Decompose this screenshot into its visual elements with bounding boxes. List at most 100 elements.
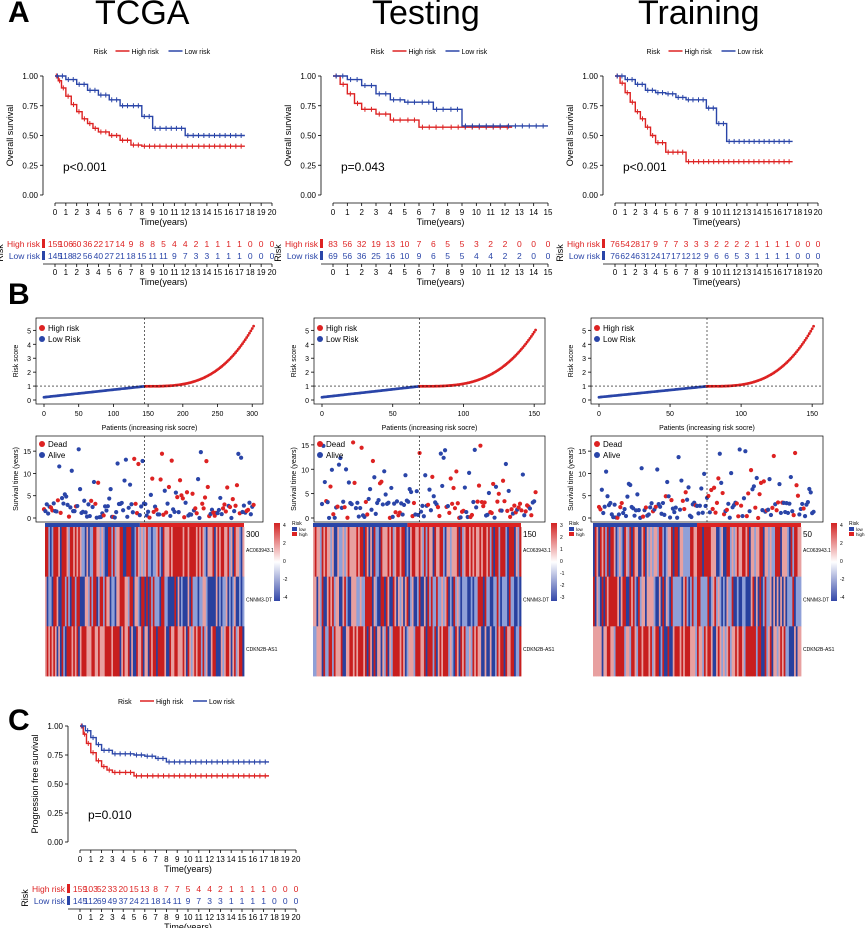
heat-cell-2 bbox=[710, 576, 713, 627]
time-point-1 bbox=[343, 467, 349, 472]
heat-cell-2 bbox=[620, 527, 623, 578]
km-1-table-high-count: 13 bbox=[386, 239, 396, 249]
heat-cell-1 bbox=[333, 626, 336, 677]
heat-cell-0 bbox=[230, 527, 233, 578]
time-point-0 bbox=[51, 501, 56, 506]
heat-cell-2 bbox=[599, 576, 603, 627]
heat-cell-2 bbox=[657, 576, 660, 627]
time-point-1 bbox=[445, 503, 450, 509]
heat-cell-2 bbox=[776, 527, 779, 578]
pfs-table-x-tick-label: 5 bbox=[132, 913, 137, 922]
heat-cell-2 bbox=[785, 576, 788, 627]
heat-cell-0 bbox=[109, 527, 112, 578]
heat-cell-2 bbox=[761, 576, 764, 627]
heat-cell-1 bbox=[514, 626, 517, 677]
heat-cell-2 bbox=[671, 626, 674, 677]
heat-cell-2 bbox=[674, 576, 677, 627]
pfs-table-x-tick-label: 0 bbox=[78, 913, 83, 922]
time-point-1 bbox=[332, 515, 337, 520]
heat-risk-bar-high-2 bbox=[697, 523, 801, 527]
heat-cell-1 bbox=[507, 527, 510, 578]
km-2-x-tick-label: 7 bbox=[684, 208, 689, 217]
time-point-2 bbox=[714, 500, 720, 505]
heat-cell-2 bbox=[764, 576, 767, 627]
km-2-table-high-count: 7 bbox=[674, 239, 679, 249]
heat-cell-0 bbox=[166, 576, 169, 627]
heat-cell-0 bbox=[58, 626, 61, 677]
km-0-table-x-tick-label: 13 bbox=[192, 268, 201, 277]
heat-cell-0 bbox=[103, 626, 106, 677]
heat-cell-2 bbox=[745, 576, 748, 627]
km-1-table-low-count: 4 bbox=[488, 251, 493, 261]
heat-cell-2 bbox=[755, 527, 759, 578]
pfs-y-axis-label: Progression free survival bbox=[30, 734, 40, 833]
time-point-1 bbox=[341, 499, 346, 504]
time-point-2 bbox=[673, 505, 678, 510]
heat-cell-2 bbox=[780, 626, 783, 677]
score-x-label-0: Patients (increasing risk socre) bbox=[102, 425, 198, 432]
heat-cell-1 bbox=[467, 626, 470, 677]
km-0-table-low-count: 3 bbox=[205, 251, 210, 261]
time-point-0 bbox=[193, 506, 198, 511]
heat-cell-0 bbox=[112, 527, 116, 578]
heat-cell-2 bbox=[619, 576, 622, 627]
km-0-x-tick-label: 13 bbox=[192, 208, 201, 217]
heat-cell-2 bbox=[738, 527, 741, 578]
heat-cell-0 bbox=[104, 527, 107, 578]
km-0-table-low-count: 0 bbox=[259, 251, 264, 261]
heat-cell-1 bbox=[495, 527, 498, 578]
heat-legend-title-2: Risk bbox=[849, 521, 859, 527]
km-0-table-low-count: 3 bbox=[194, 251, 199, 261]
km-2-x-tick-label: 9 bbox=[704, 208, 709, 217]
score-point-2 bbox=[799, 344, 803, 348]
km-1-pvalue: p=0.043 bbox=[341, 160, 385, 174]
heat-cell-2 bbox=[655, 626, 658, 677]
heat-gene-label-1: AC063943.1 bbox=[523, 548, 551, 554]
time-y-label-0: Survival time (years) bbox=[13, 447, 20, 511]
heat-cell-1 bbox=[444, 626, 447, 677]
heat-cell-1 bbox=[411, 527, 414, 578]
heat-cell-0 bbox=[239, 527, 242, 578]
heat-gene-label-2: AC063943.1 bbox=[803, 548, 831, 554]
heat-cell-2 bbox=[605, 576, 608, 627]
heat-cell-0 bbox=[108, 576, 111, 627]
km-2-table-x-tick-label: 1 bbox=[623, 268, 628, 277]
heat-cell-2 bbox=[596, 527, 599, 578]
time-point-0 bbox=[86, 502, 91, 507]
km-1-x-tick-label: 15 bbox=[544, 208, 553, 217]
heat-cell-1 bbox=[508, 626, 511, 677]
time-point-2 bbox=[605, 494, 610, 499]
heat-cell-2 bbox=[639, 576, 642, 627]
km-0-x-tick-label: 5 bbox=[107, 208, 112, 217]
heat-cell-1 bbox=[411, 626, 414, 677]
heat-cell-1 bbox=[432, 626, 435, 677]
time-point-1 bbox=[467, 470, 472, 476]
time-point-2 bbox=[805, 500, 810, 505]
time-point-1 bbox=[386, 500, 391, 505]
heat-cell-1 bbox=[495, 626, 498, 677]
heat-cell-0 bbox=[162, 626, 165, 677]
heat-cell-1 bbox=[328, 576, 331, 627]
heat-cell-2 bbox=[681, 626, 684, 677]
heat-cell-1 bbox=[432, 576, 435, 627]
heat-cell-1 bbox=[356, 576, 359, 627]
time-point-2 bbox=[768, 512, 774, 518]
time-point-1 bbox=[430, 474, 435, 479]
km-0-x-tick-label: 0 bbox=[53, 208, 58, 217]
time-point-0 bbox=[245, 507, 251, 512]
pfs-x-tick-label: 1 bbox=[89, 855, 94, 864]
score-legend-low-dot-1 bbox=[317, 336, 323, 342]
heat-cell-2 bbox=[651, 626, 655, 677]
km-0-x-tick-label: 17 bbox=[235, 208, 244, 217]
heat-cell-0 bbox=[217, 626, 220, 677]
km-0-table-high-count: 2 bbox=[194, 239, 199, 249]
heat-cell-2 bbox=[698, 576, 701, 627]
heat-cell-1 bbox=[505, 576, 508, 627]
heat-cell-2 bbox=[660, 626, 663, 677]
time-point-2 bbox=[774, 508, 779, 513]
heat-cell-0 bbox=[189, 626, 192, 677]
heat-cell-2 bbox=[714, 576, 717, 627]
score-legend-high-dot-1 bbox=[317, 325, 323, 331]
heat-cell-0 bbox=[237, 576, 240, 627]
